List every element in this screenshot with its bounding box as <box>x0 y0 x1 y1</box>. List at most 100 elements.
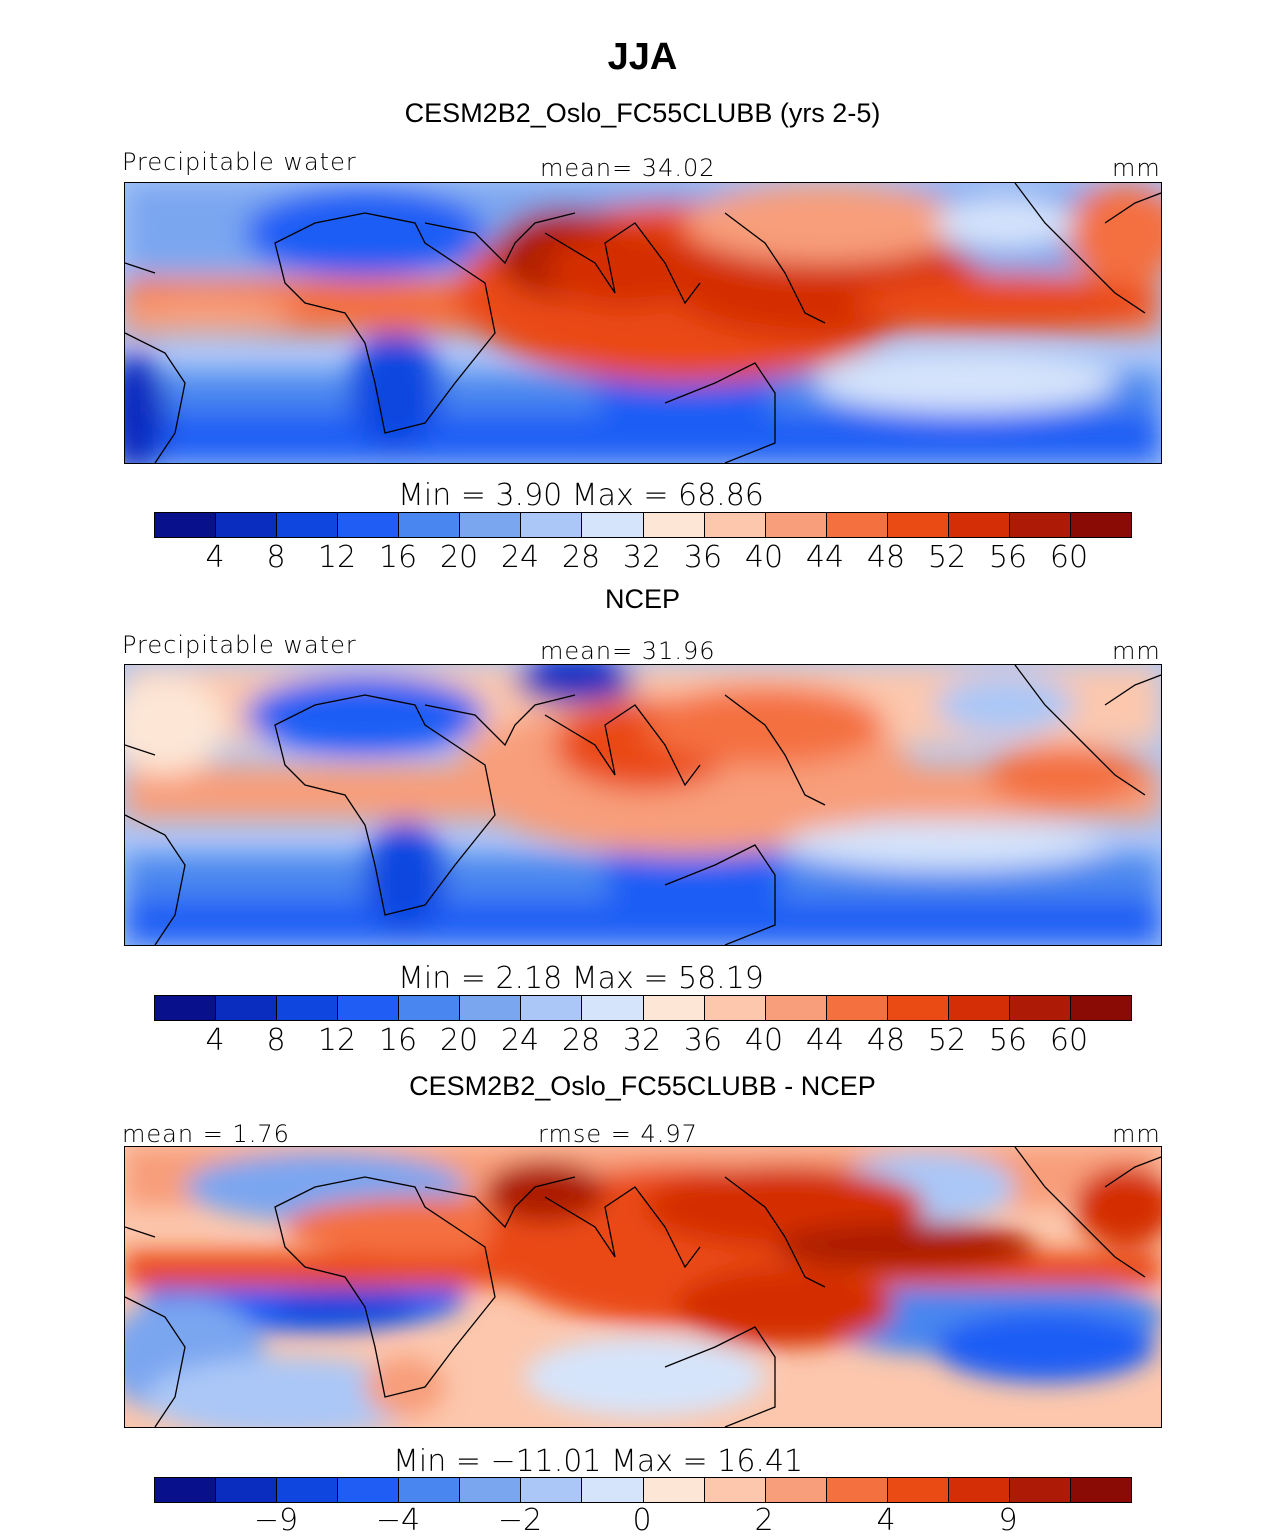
colorbar-swatch <box>277 513 339 537</box>
panel-1-tick-label: 24 <box>500 540 540 575</box>
colorbar-swatch <box>765 513 827 537</box>
panel-1-tick-label: 12 <box>317 540 357 575</box>
panel-1-title: CESM2B2_Oslo_FC55CLUBB (yrs 2-5) <box>404 98 881 128</box>
panel-2-mean-label: mean= 31.96 <box>540 637 716 665</box>
panel-3-map <box>124 1146 1162 1428</box>
panel-1-tick-label: 16 <box>378 540 418 575</box>
colorbar-swatch <box>521 513 583 537</box>
colorbar-swatch <box>765 996 827 1020</box>
colorbar-swatch <box>338 1478 400 1502</box>
colorbar-swatch <box>277 1478 339 1502</box>
colorbar-swatch <box>643 996 705 1020</box>
panel-3-title: CESM2B2_Oslo_FC55CLUBB - NCEP <box>409 1071 876 1101</box>
panel-1-minmax: Min = 3.90 Max = 68.86 <box>398 478 764 513</box>
colorbar-swatch <box>704 996 766 1020</box>
panel-2-variable-label: Precipitable water <box>122 631 357 659</box>
colorbar-swatch <box>399 1478 461 1502</box>
panel-1-map-field <box>125 183 1161 463</box>
colorbar-swatch <box>1070 996 1131 1020</box>
colorbar-swatch <box>582 1478 644 1502</box>
colorbar-swatch <box>643 1478 705 1502</box>
panel-2-minmax: Min = 2.18 Max = 58.19 <box>398 961 764 996</box>
panel-2-tick-label: 4 <box>205 1023 225 1058</box>
panel-2-tick-label: 40 <box>744 1023 784 1058</box>
panel-3-tick-label: −2 <box>497 1503 543 1538</box>
panel-3-map-field <box>125 1147 1161 1427</box>
panel-1-tick-label: 8 <box>266 540 286 575</box>
colorbar-swatch <box>460 1478 522 1502</box>
colorbar-swatch <box>704 513 766 537</box>
panel-2-tick-label: 8 <box>266 1023 286 1058</box>
colorbar-swatch <box>155 1478 217 1502</box>
panel-1-tick-label: 44 <box>805 540 845 575</box>
colorbar-swatch <box>155 996 217 1020</box>
colorbar-swatch <box>948 996 1010 1020</box>
panel-1-tick-label: 28 <box>561 540 601 575</box>
panel-3-tick-label: 9 <box>998 1503 1018 1538</box>
colorbar-swatch <box>338 996 400 1020</box>
panel-3-tick-label: 2 <box>754 1503 774 1538</box>
panel-1-tick-label: 60 <box>1049 540 1089 575</box>
panel-2-tick-label: 20 <box>439 1023 479 1058</box>
panel-2-map-field <box>125 665 1161 945</box>
panel-1-colorbar <box>154 512 1132 538</box>
panel-2-title: NCEP <box>604 584 680 614</box>
colorbar-swatch <box>1070 513 1131 537</box>
panel-1-tick-label: 48 <box>866 540 906 575</box>
panel-2-colorbar <box>154 995 1132 1021</box>
colorbar-swatch <box>948 513 1010 537</box>
colorbar-swatch <box>887 996 949 1020</box>
panel-1-tick-label: 40 <box>744 540 784 575</box>
colorbar-swatch <box>216 1478 278 1502</box>
panel-1-tick-label: 56 <box>988 540 1028 575</box>
colorbar-swatch <box>582 996 644 1020</box>
panel-1-units-label: mm <box>1112 154 1161 182</box>
panel-3-tick-label: 0 <box>632 1503 652 1538</box>
panel-1-coastlines <box>125 183 1161 463</box>
panel-2-tick-label: 56 <box>988 1023 1028 1058</box>
panel-3-tick-label: −9 <box>253 1503 299 1538</box>
panel-3-minmax: Min = −11.01 Max = 16.41 <box>393 1444 804 1479</box>
panel-2-map <box>124 664 1162 946</box>
panel-1-tick-label: 32 <box>622 540 662 575</box>
colorbar-swatch <box>399 996 461 1020</box>
panel-2-tick-label: 28 <box>561 1023 601 1058</box>
colorbar-swatch <box>887 1478 949 1502</box>
panel-2-tick-label: 60 <box>1049 1023 1089 1058</box>
panel-2-tick-label: 32 <box>622 1023 662 1058</box>
colorbar-swatch <box>521 996 583 1020</box>
colorbar-swatch <box>887 513 949 537</box>
colorbar-swatch <box>765 1478 827 1502</box>
colorbar-swatch <box>826 1478 888 1502</box>
figure-title: JJA <box>607 36 678 78</box>
panel-3-coastlines <box>125 1147 1161 1427</box>
panel-3-colorbar <box>154 1477 1132 1503</box>
panel-3-tick-label: 4 <box>876 1503 896 1538</box>
colorbar-swatch <box>1009 513 1071 537</box>
colorbar-swatch <box>460 513 522 537</box>
colorbar-swatch <box>1009 996 1071 1020</box>
panel-3-rmse-label: rmse = 4.97 <box>538 1120 698 1148</box>
panel-1-tick-label: 36 <box>683 540 723 575</box>
colorbar-swatch <box>643 513 705 537</box>
panel-2-coastlines <box>125 665 1161 945</box>
colorbar-swatch <box>826 996 888 1020</box>
panel-2-tick-label: 44 <box>805 1023 845 1058</box>
panel-2-tick-label: 24 <box>500 1023 540 1058</box>
colorbar-swatch <box>1070 1478 1131 1502</box>
colorbar-swatch <box>826 513 888 537</box>
panel-1-variable-label: Precipitable water <box>122 148 357 176</box>
colorbar-swatch <box>155 513 217 537</box>
panel-1-tick-label: 4 <box>205 540 225 575</box>
colorbar-swatch <box>948 1478 1010 1502</box>
panel-2-tick-label: 16 <box>378 1023 418 1058</box>
panel-3-tick-label: −4 <box>375 1503 421 1538</box>
panel-2-tick-label: 52 <box>927 1023 967 1058</box>
panel-2-tick-label: 12 <box>317 1023 357 1058</box>
colorbar-swatch <box>521 1478 583 1502</box>
colorbar-swatch <box>216 996 278 1020</box>
panel-1-map <box>124 182 1162 464</box>
colorbar-swatch <box>216 513 278 537</box>
panel-3-mean-label: mean = 1.76 <box>122 1120 290 1148</box>
panel-2-units-label: mm <box>1112 637 1161 665</box>
